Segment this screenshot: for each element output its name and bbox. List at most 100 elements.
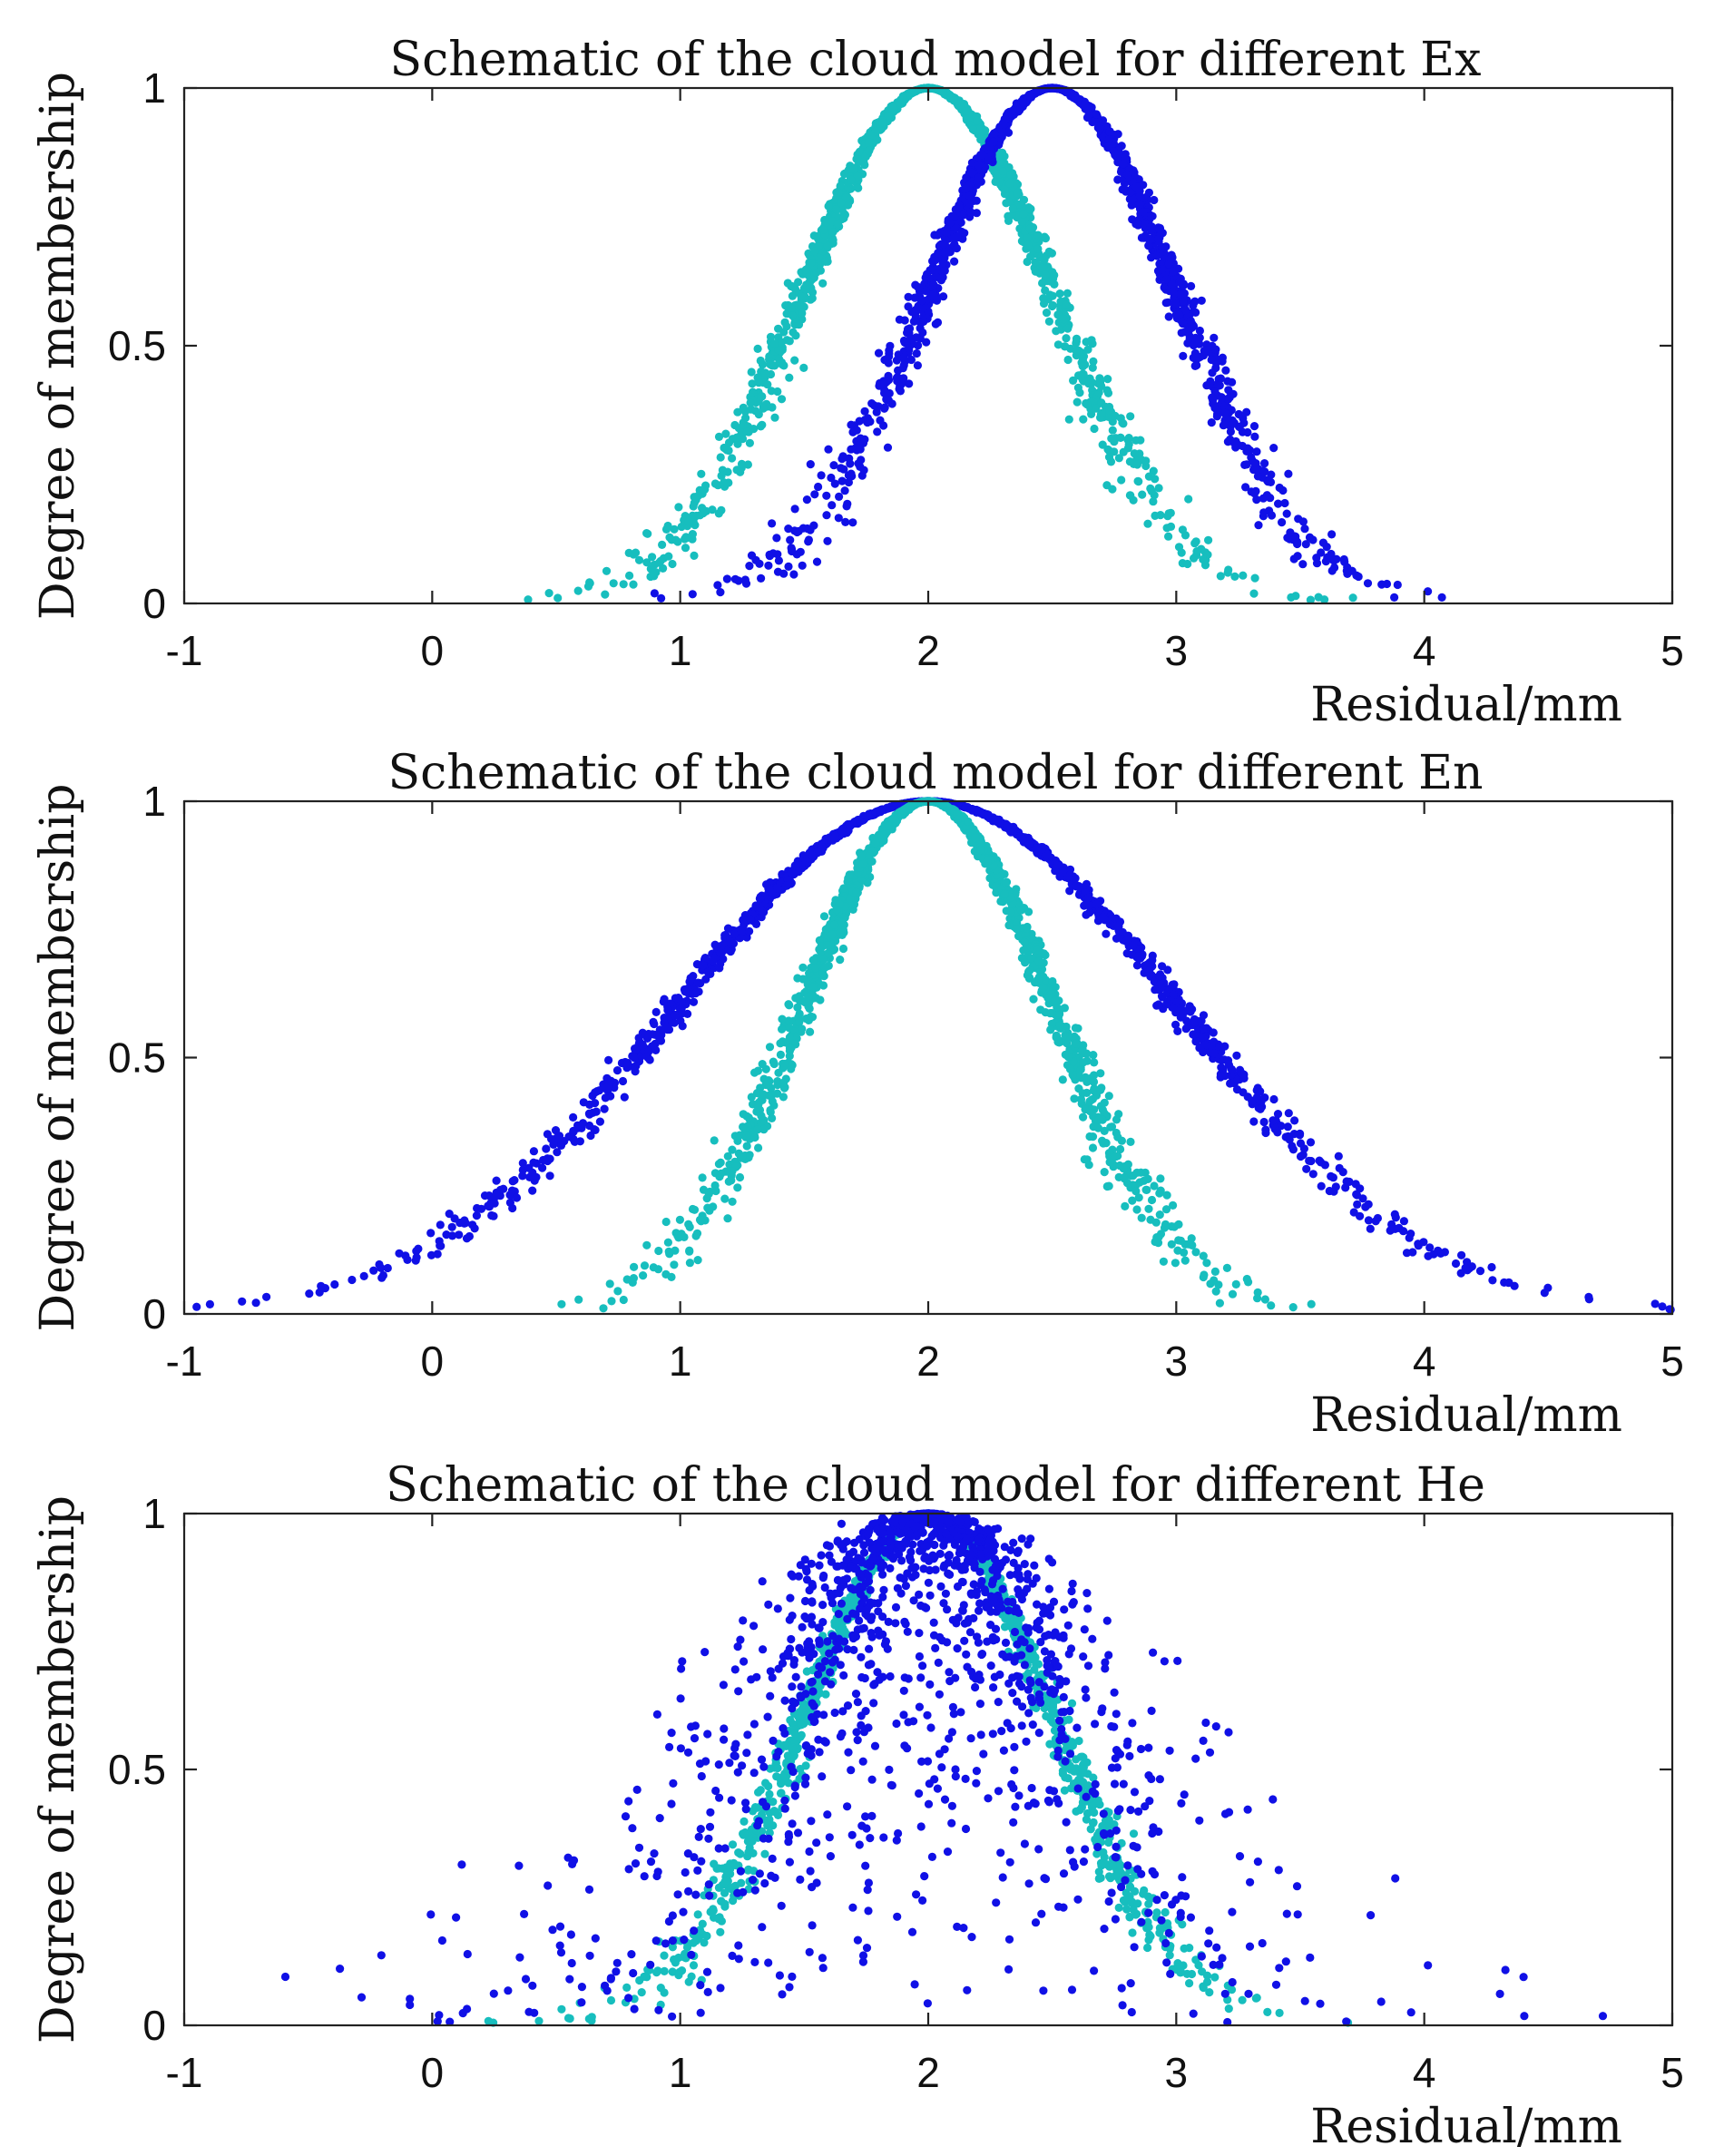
data-point bbox=[578, 1119, 588, 1128]
data-point bbox=[1162, 998, 1171, 1007]
data-point bbox=[990, 129, 999, 138]
data-point bbox=[879, 421, 888, 430]
data-point bbox=[1039, 299, 1049, 309]
data-point bbox=[896, 98, 905, 107]
data-point bbox=[765, 550, 774, 560]
data-point bbox=[1079, 415, 1088, 424]
data-point bbox=[1053, 340, 1063, 349]
data-point bbox=[305, 1289, 314, 1298]
data-point bbox=[713, 581, 722, 590]
data-point bbox=[512, 1193, 522, 1202]
data-point bbox=[788, 281, 797, 291]
data-point bbox=[681, 544, 691, 553]
data-point bbox=[1145, 965, 1154, 975]
data-point bbox=[786, 535, 795, 544]
data-point bbox=[1331, 1182, 1340, 1191]
data-point bbox=[1399, 1227, 1408, 1236]
data-point bbox=[1135, 186, 1144, 195]
data-point bbox=[668, 559, 677, 569]
data-point bbox=[1157, 992, 1167, 1001]
data-point bbox=[819, 912, 829, 921]
data-point bbox=[823, 241, 832, 250]
data-point bbox=[524, 595, 533, 604]
data-point bbox=[1190, 554, 1199, 563]
data-point bbox=[1356, 1211, 1365, 1220]
data-point bbox=[1187, 281, 1196, 290]
data-point bbox=[934, 249, 943, 258]
data-point bbox=[1169, 990, 1178, 999]
data-point bbox=[480, 1191, 490, 1200]
data-point bbox=[824, 445, 833, 454]
data-point bbox=[743, 460, 753, 469]
data-point bbox=[634, 1034, 643, 1043]
data-point bbox=[570, 1137, 580, 1146]
data-point bbox=[942, 228, 951, 237]
data-point bbox=[1019, 210, 1028, 219]
data-point bbox=[736, 467, 745, 476]
data-point bbox=[573, 586, 583, 595]
data-point bbox=[835, 492, 844, 502]
data-point bbox=[1099, 913, 1108, 922]
data-point bbox=[670, 1260, 679, 1269]
data-point bbox=[1102, 929, 1111, 938]
data-point bbox=[774, 324, 783, 333]
chart-title: Schematic of the cloud model for differe… bbox=[390, 33, 1482, 87]
data-point bbox=[839, 465, 848, 474]
data-point bbox=[1042, 309, 1052, 318]
data-point bbox=[822, 491, 831, 500]
data-point bbox=[1408, 1248, 1417, 1257]
data-point bbox=[205, 1299, 214, 1308]
data-point bbox=[1250, 432, 1259, 441]
data-point bbox=[1437, 593, 1446, 603]
data-point bbox=[794, 526, 803, 536]
data-point bbox=[1138, 490, 1147, 499]
data-point bbox=[763, 380, 772, 389]
data-point bbox=[753, 344, 762, 353]
data-point bbox=[1105, 406, 1114, 415]
data-point bbox=[715, 964, 724, 973]
data-point bbox=[528, 1186, 537, 1195]
data-point bbox=[1540, 1289, 1549, 1298]
data-point bbox=[583, 582, 593, 591]
data-point bbox=[1179, 351, 1188, 360]
data-point bbox=[773, 567, 783, 576]
data-point bbox=[1063, 289, 1072, 298]
data-point bbox=[1308, 535, 1317, 544]
data-point bbox=[1243, 427, 1252, 437]
data-point bbox=[784, 524, 793, 534]
data-point bbox=[910, 316, 919, 325]
data-point bbox=[1348, 593, 1357, 603]
data-point bbox=[794, 278, 803, 287]
data-point bbox=[528, 1168, 537, 1177]
data-point bbox=[674, 503, 683, 512]
data-point bbox=[1176, 289, 1185, 299]
data-point bbox=[1125, 457, 1134, 466]
data-point bbox=[1037, 845, 1046, 854]
data-point bbox=[1249, 589, 1259, 598]
data-point bbox=[1062, 300, 1071, 309]
data-point bbox=[906, 334, 916, 343]
data-point bbox=[601, 1083, 611, 1093]
data-point bbox=[1087, 336, 1096, 345]
data-point bbox=[1249, 1117, 1259, 1126]
data-point bbox=[622, 1059, 632, 1068]
data-point bbox=[790, 356, 799, 365]
data-point bbox=[529, 1147, 539, 1156]
data-point bbox=[1208, 368, 1217, 377]
x-tick-label: 5 bbox=[1660, 627, 1684, 674]
data-point bbox=[433, 1250, 442, 1259]
y-axis-label: Degree of membership bbox=[31, 72, 85, 620]
data-point bbox=[1228, 419, 1237, 428]
data-point bbox=[1232, 1085, 1242, 1094]
data-point bbox=[1334, 1152, 1343, 1161]
data-point bbox=[1266, 477, 1276, 487]
data-point bbox=[1005, 179, 1014, 188]
data-point bbox=[544, 589, 553, 598]
data-point bbox=[663, 1238, 673, 1247]
data-point bbox=[644, 1047, 653, 1056]
data-point bbox=[1097, 408, 1106, 417]
data-point bbox=[1342, 1177, 1351, 1186]
data-point bbox=[1044, 317, 1053, 326]
data-point bbox=[1284, 1109, 1293, 1118]
data-point bbox=[600, 1104, 609, 1113]
